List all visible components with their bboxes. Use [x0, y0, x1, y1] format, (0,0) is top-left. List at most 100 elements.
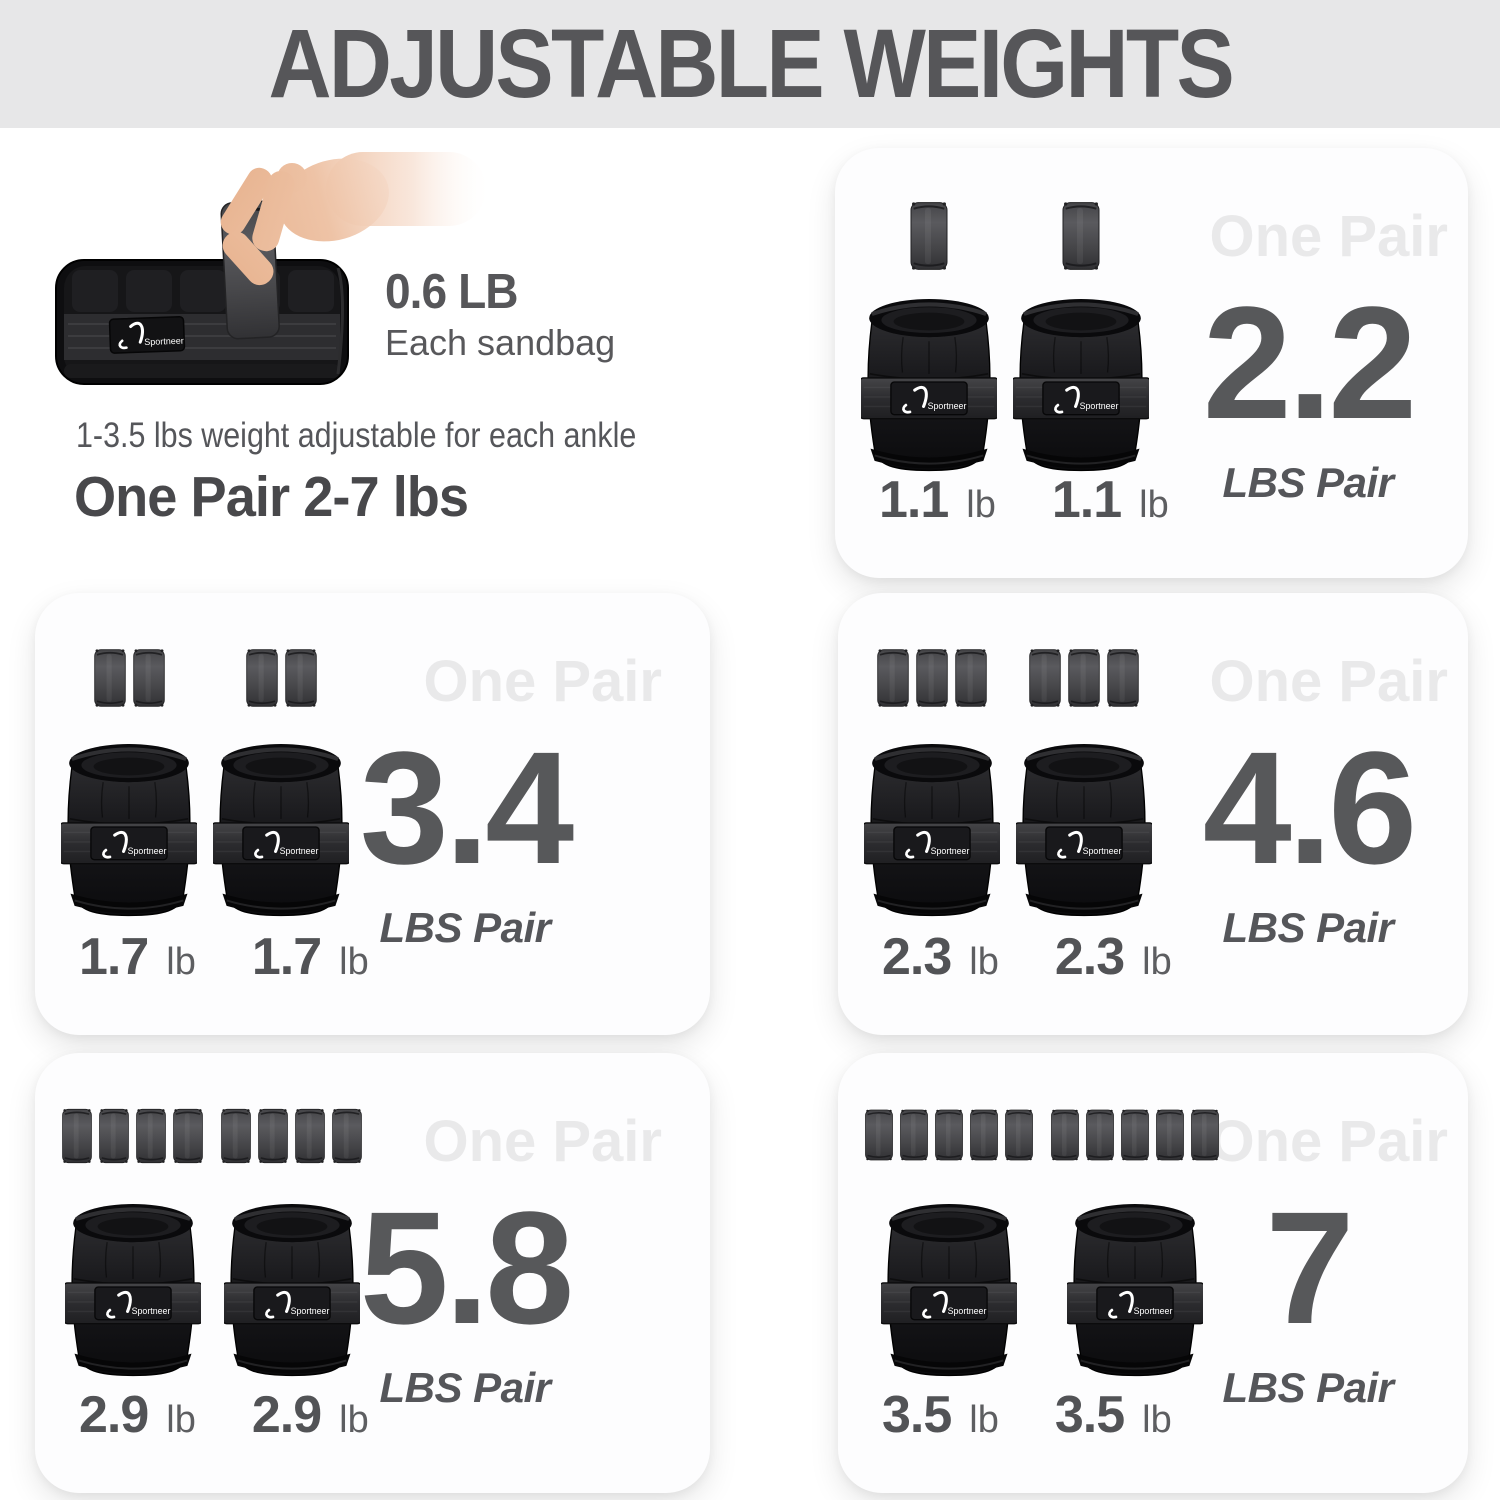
sandbag-icon: [245, 641, 279, 715]
weight-group-left: [61, 641, 197, 921]
sandbag-row: [220, 1101, 363, 1183]
lb-unit: lb: [1139, 484, 1169, 526]
hand-icon: [220, 152, 486, 286]
pair-unit-label: LBS Pair: [379, 904, 551, 951]
sandbag-row: [876, 641, 988, 723]
pair-total: 7: [1265, 1178, 1355, 1357]
sandbag-icon: [1061, 196, 1101, 276]
adjust-note: 1-3.5 lbs weight adjustable for each ank…: [76, 416, 637, 455]
weight-group-right: [1050, 1101, 1220, 1381]
sandbag-row: [93, 641, 166, 723]
sandbag-row: [1061, 196, 1101, 278]
sandbag-icon: [172, 1101, 204, 1171]
sandbag-weight: 0.6 LB: [385, 265, 519, 319]
pair-total-block: 5.8 LBS Pair: [335, 1188, 595, 1412]
brand-patch: Sportneer: [108, 316, 186, 354]
weight-value: 3.5: [882, 1386, 952, 1444]
weight-value-right: 2.3 lb: [1055, 927, 1172, 987]
weight-value: 1.1: [879, 471, 949, 529]
weight-value: 2.9: [251, 1386, 322, 1444]
ankle-weight-icon: [881, 1193, 1017, 1381]
product-pair: [864, 1101, 1220, 1381]
weight-group-right: [220, 1101, 363, 1381]
sandbag-icon: [1004, 1101, 1034, 1169]
lb-unit: lb: [166, 1399, 196, 1441]
sandbag-icon: [915, 641, 949, 715]
sandbag-icon: [1085, 1101, 1115, 1169]
sandbag-icon: [1190, 1101, 1220, 1169]
sandbag-icon: [220, 1101, 252, 1171]
sandbag-row: [61, 1101, 204, 1183]
pair-total-block: 2.2 LBS Pair: [1178, 283, 1438, 507]
sandbag-icon: [284, 641, 318, 715]
ankle-weight-icon: [1016, 733, 1152, 921]
watermark-label: One Pair: [1209, 1109, 1448, 1174]
sandbag-row: [245, 641, 318, 723]
pair-total: 2.2: [1202, 273, 1417, 452]
weight-value: 1.1: [1051, 471, 1122, 529]
ankle-weight-icon: [65, 1193, 201, 1381]
weight-group-left: [864, 1101, 1034, 1381]
per-ankle-weights: 3.5 lb 3.5 lb: [882, 1385, 1172, 1445]
pair-range: One Pair 2-7 lbs: [74, 465, 469, 529]
pair-unit-label: LBS Pair: [379, 1364, 551, 1411]
ankle-weight-icon: [861, 288, 997, 476]
sandbag-icon: [61, 1101, 93, 1171]
sandbag-icon: [1155, 1101, 1185, 1169]
sandbag-icon: [1067, 641, 1101, 715]
weight-group-left: [864, 641, 1000, 921]
weight-value: 1.7: [251, 928, 322, 986]
per-ankle-weights: 1.7 lb 1.7 lb: [79, 927, 369, 987]
weight-value: 2.3: [882, 928, 952, 986]
banner: ADJUSTABLE WEIGHTS: [0, 0, 1500, 128]
product-pair: [61, 1101, 363, 1381]
sandbag-row: [1028, 641, 1140, 723]
ankle-weight-icon: [61, 733, 197, 921]
brand-label: Sportneer: [144, 336, 184, 347]
per-ankle-weights: 2.9 lb 2.9 lb: [79, 1385, 369, 1445]
watermark-label: One Pair: [1209, 649, 1448, 714]
weight-group-right: [1016, 641, 1152, 921]
pair-total: 4.6: [1202, 718, 1417, 897]
sandbag-icon: [864, 1101, 894, 1169]
lb-unit: lb: [969, 941, 999, 983]
sandbag-icon: [969, 1101, 999, 1169]
weight-card: One Pair 2.2 LBS Pair 1.1 lb 1.1 lb: [835, 148, 1468, 578]
lb-unit: lb: [339, 941, 369, 983]
weight-group-right: [213, 641, 349, 921]
sandbag-row: [864, 1101, 1034, 1183]
sandbag-icon: [899, 1101, 929, 1169]
product-pair: [864, 641, 1152, 921]
weight-value-right: 1.7 lb: [252, 927, 369, 987]
sandbag-row: [1050, 1101, 1220, 1183]
product-photo: Sportneer: [55, 152, 486, 385]
weight-value-right: 2.9 lb: [252, 1385, 369, 1445]
weight-value: 2.9: [79, 1386, 149, 1444]
weight-value-right: 1.1 lb: [1052, 470, 1169, 530]
sandbag-icon: [876, 641, 910, 715]
weight-group-left: [861, 196, 997, 476]
sandbag-icon: [135, 1101, 167, 1171]
sandbag-icon: [257, 1101, 289, 1171]
product-pair: [861, 196, 1149, 476]
sandbag-row: [909, 196, 949, 278]
weight-card: One Pair 4.6 LBS Pair 2.3 lb: [838, 593, 1468, 1035]
per-ankle-weights: 1.1 lb 1.1 lb: [879, 470, 1169, 530]
ankle-weight-icon: [1013, 288, 1149, 476]
watermark-label: One Pair: [423, 649, 662, 714]
watermark-label: One Pair: [423, 1109, 662, 1174]
per-ankle-weights: 2.3 lb 2.3 lb: [882, 927, 1172, 987]
sandbag-icon: [1050, 1101, 1080, 1169]
ankle-weight-icon: [1067, 1193, 1203, 1381]
weight-value-left: 1.7 lb: [79, 927, 196, 987]
sandbag-icon: [1028, 641, 1062, 715]
sandbag-icon: [98, 1101, 130, 1171]
sandbag-icon: [1120, 1101, 1150, 1169]
lb-unit: lb: [969, 1399, 999, 1441]
lb-unit: lb: [1142, 941, 1172, 983]
ankle-weight-icon: [224, 1193, 360, 1381]
sandbag-icon: [331, 1101, 363, 1171]
pair-total: 5.8: [359, 1178, 574, 1357]
pair-unit-label: LBS Pair: [1222, 1364, 1394, 1411]
pair-total-block: 3.4 LBS Pair: [335, 728, 595, 952]
